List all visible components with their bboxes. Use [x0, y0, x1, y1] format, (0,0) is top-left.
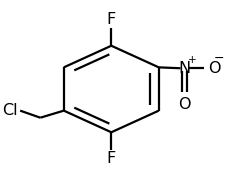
Text: O: O [208, 61, 221, 76]
Text: +: + [188, 55, 197, 65]
Text: O: O [178, 97, 191, 112]
Text: F: F [107, 151, 116, 166]
Text: −: − [214, 52, 225, 65]
Text: F: F [107, 12, 116, 27]
Text: N: N [179, 61, 191, 76]
Text: Cl: Cl [2, 103, 18, 118]
